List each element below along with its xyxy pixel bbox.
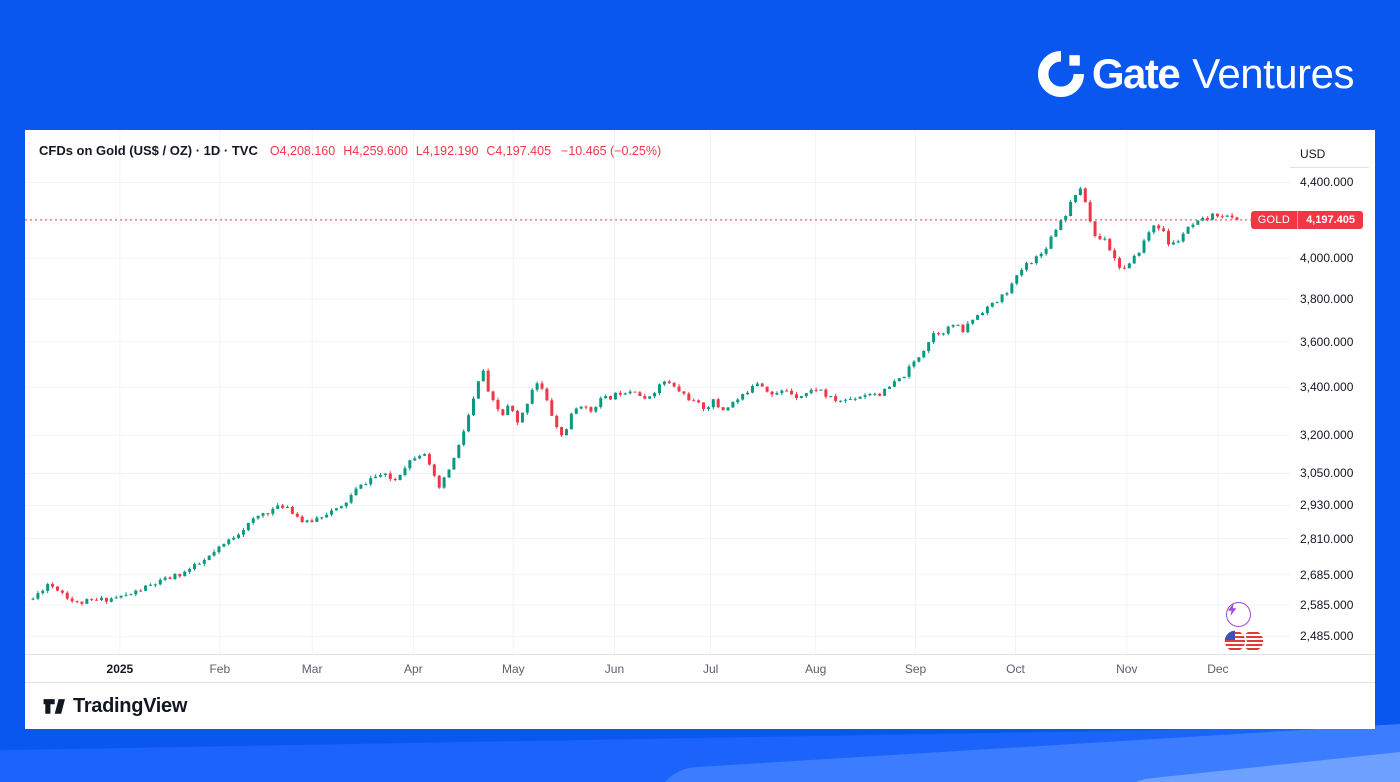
ohlc-open: O4,208.160 bbox=[269, 143, 336, 158]
chart-legend: CFDs on Gold (US$ / OZ) · 1D · TVC O4,20… bbox=[39, 143, 661, 158]
ohlc-close: C4,197.405 bbox=[486, 143, 552, 158]
price-tick: 2,685.000 bbox=[1300, 567, 1354, 582]
time-tick: 2025 bbox=[106, 662, 134, 676]
time-tick: Sep bbox=[904, 662, 927, 676]
price-tick: 3,600.000 bbox=[1300, 334, 1354, 349]
price-tick: 2,585.000 bbox=[1300, 597, 1354, 612]
time-tick: Mar bbox=[301, 662, 323, 676]
widget-footer: TradingView bbox=[25, 682, 1375, 729]
tradingview-label: TradingView bbox=[73, 694, 188, 717]
tradingview-widget: CFDs on Gold (US$ / OZ) · 1D · TVC O4,20… bbox=[25, 130, 1375, 729]
last-price-symbol: GOLD bbox=[1251, 210, 1299, 229]
brand-name-bold: Gate bbox=[1091, 50, 1181, 97]
us-flag-calendar-icon[interactable] bbox=[1222, 628, 1268, 654]
price-tick: 2,810.000 bbox=[1300, 531, 1354, 546]
brand-name-light: Ventures bbox=[1192, 50, 1354, 97]
time-axis[interactable]: 2025 Feb Mar Apr May Jun Jul Aug Sep Oct Nov Dec bbox=[25, 654, 1375, 683]
time-tick: May bbox=[501, 662, 525, 676]
ohlc-high: H4,259.600 bbox=[343, 143, 408, 158]
currency-button[interactable]: USD bbox=[1290, 141, 1369, 168]
lightning-icon[interactable] bbox=[1226, 602, 1251, 627]
gate-ventures-logo: Gate Ventures bbox=[1037, 50, 1354, 98]
currency-label: USD bbox=[1300, 147, 1326, 161]
price-tick: 3,200.000 bbox=[1300, 428, 1354, 443]
time-tick: Aug bbox=[804, 662, 827, 676]
time-tick: Feb bbox=[209, 662, 231, 676]
time-tick: Oct bbox=[1006, 662, 1025, 676]
price-tick: 3,050.000 bbox=[1300, 466, 1354, 481]
tradingview-logo[interactable]: TradingView bbox=[41, 694, 187, 718]
time-tick: Jul bbox=[702, 662, 719, 676]
time-tick: Apr bbox=[404, 662, 423, 676]
price-tick: 4,000.000 bbox=[1300, 251, 1354, 266]
chart-pane[interactable]: CFDs on Gold (US$ / OZ) · 1D · TVC O4,20… bbox=[25, 130, 1363, 654]
candlestick-chart bbox=[25, 130, 1290, 654]
price-tick: 4,400.000 bbox=[1300, 175, 1354, 190]
symbol-title: CFDs on Gold (US$ / OZ) · 1D · TVC bbox=[39, 143, 258, 158]
time-tick: Dec bbox=[1207, 662, 1229, 676]
time-tick: Jun bbox=[604, 662, 625, 676]
gate-logo-icon bbox=[1037, 51, 1084, 97]
tradingview-icon bbox=[43, 699, 65, 714]
price-tick: 2,930.000 bbox=[1300, 498, 1354, 513]
time-tick: Nov bbox=[1116, 662, 1138, 676]
price-tick: 3,400.000 bbox=[1300, 380, 1354, 395]
price-tick: 3,800.000 bbox=[1300, 291, 1354, 306]
ohlc-low: L4,192.190 bbox=[415, 143, 479, 158]
last-price-value: 4,197.405 bbox=[1306, 213, 1355, 226]
ohlc-change: −10.465 (−0.25%) bbox=[561, 143, 662, 158]
ohlc-values: O4,208.160 H4,259.600 L4,192.190 C4,197.… bbox=[270, 144, 661, 158]
last-price-label: GOLD 4,197.405 bbox=[1250, 210, 1363, 229]
price-axis[interactable]: USD 4,400.000 4,000.000 3,800.000 3,600.000… bbox=[1290, 130, 1375, 654]
price-tick: 2,485.000 bbox=[1300, 629, 1354, 644]
